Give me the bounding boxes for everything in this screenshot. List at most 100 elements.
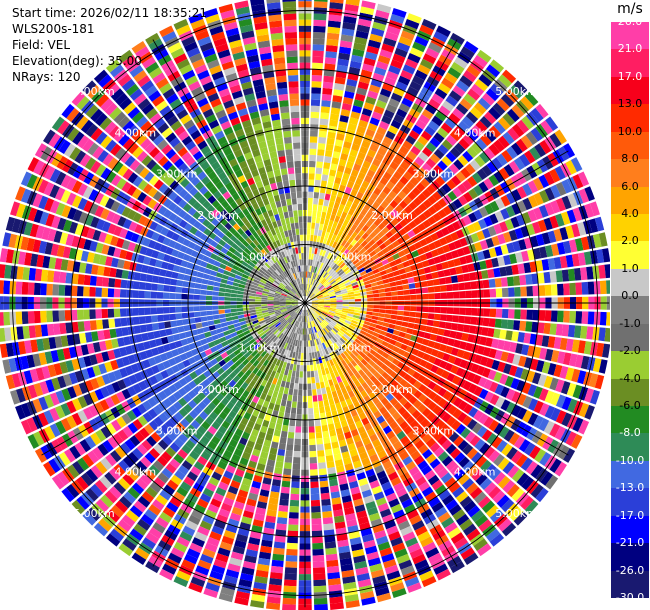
velocity-gate (439, 314, 447, 321)
velocity-gate (407, 542, 421, 554)
velocity-gate (433, 148, 445, 160)
velocity-gate (326, 38, 339, 47)
velocity-gate (381, 481, 392, 491)
velocity-gate (364, 317, 372, 323)
velocity-gate (263, 374, 270, 382)
velocity-gate (434, 306, 441, 314)
velocity-gate (336, 64, 348, 73)
velocity-gate (312, 313, 317, 319)
velocity-gate (442, 390, 453, 401)
velocity-gate (243, 471, 254, 481)
velocity-gate (412, 41, 426, 53)
velocity-gate (340, 34, 354, 43)
velocity-gate (225, 313, 232, 318)
velocity-gate (176, 536, 190, 548)
velocity-gate (231, 312, 238, 317)
velocity-gate (319, 118, 329, 126)
velocity-gate (314, 0, 328, 2)
velocity-gate (454, 452, 466, 464)
velocity-gate (491, 359, 500, 371)
velocity-gate (417, 530, 431, 542)
velocity-gate (288, 425, 295, 433)
velocity-gate (225, 569, 240, 579)
velocity-gate (318, 269, 323, 276)
velocity-gate (350, 486, 361, 495)
velocity-gate (282, 361, 288, 369)
velocity-gate (75, 476, 89, 491)
velocity-gate (360, 208, 368, 216)
velocity-gate (305, 309, 307, 317)
velocity-gate (581, 281, 589, 295)
velocity-gate (268, 333, 275, 340)
velocity-gate (366, 271, 374, 277)
velocity-gate (234, 539, 247, 549)
velocity-gate (408, 283, 416, 289)
velocity-gate (211, 525, 224, 536)
velocity-gate (224, 415, 234, 424)
velocity-gate (489, 381, 499, 393)
velocity-gate (358, 119, 369, 129)
velocity-gate (302, 334, 305, 341)
velocity-gate (361, 232, 369, 240)
velocity-gate (307, 290, 311, 297)
velocity-gate (213, 558, 227, 569)
velocity-gate (395, 81, 408, 92)
velocity-gate (428, 42, 443, 54)
velocity-gate (345, 200, 353, 208)
velocity-gate (378, 475, 390, 486)
velocity-gate (355, 420, 364, 429)
velocity-gate (290, 325, 294, 332)
velocity-gate (379, 270, 387, 276)
velocity-gate (102, 319, 110, 329)
velocity-gate (76, 495, 90, 510)
velocity-gate (341, 255, 348, 263)
velocity-gate (250, 341, 258, 348)
velocity-gate (310, 293, 315, 299)
velocity-gate (319, 286, 326, 292)
velocity-gate (428, 242, 437, 251)
velocity-gate (95, 461, 108, 475)
velocity-gate (578, 402, 590, 418)
velocity-gate (315, 318, 320, 325)
velocity-gate (378, 120, 390, 131)
velocity-gate (200, 311, 207, 317)
velocity-gate (329, 278, 335, 284)
velocity-gate (311, 300, 319, 303)
velocity-gate (500, 399, 511, 412)
velocity-gate (145, 323, 154, 332)
velocity-gate (252, 395, 260, 404)
velocity-gate (360, 113, 371, 123)
velocity-gate (482, 228, 491, 239)
velocity-gate (82, 511, 97, 526)
velocity-gate (511, 202, 522, 215)
velocity-gate (374, 328, 381, 334)
velocity-gate (288, 524, 299, 532)
velocity-gate (445, 460, 458, 472)
velocity-gate (557, 310, 564, 323)
velocity-gate (549, 215, 559, 229)
velocity-gate (388, 125, 399, 135)
velocity-gate (520, 286, 527, 297)
velocity-gate (77, 274, 85, 285)
velocity-gate (213, 362, 222, 371)
velocity-gate (373, 491, 385, 501)
velocity-gate (114, 318, 122, 328)
velocity-gate (324, 305, 331, 308)
velocity-gate (330, 385, 336, 393)
velocity-gate (453, 239, 462, 249)
velocity-gate (476, 425, 488, 438)
velocity-gate (242, 560, 256, 570)
velocity-gate (334, 459, 344, 467)
velocity-gate (381, 209, 390, 218)
velocity-gate (440, 122, 453, 134)
velocity-gate (446, 307, 454, 315)
velocity-gate (360, 307, 368, 311)
velocity-gate (327, 288, 334, 292)
velocity-gate (329, 239, 335, 247)
velocity-gate (295, 320, 299, 327)
velocity-gate (215, 553, 229, 563)
velocity-gate (212, 310, 219, 315)
velocity-gate (330, 227, 336, 234)
velocity-gate (287, 530, 299, 538)
velocity-gate (489, 125, 502, 139)
